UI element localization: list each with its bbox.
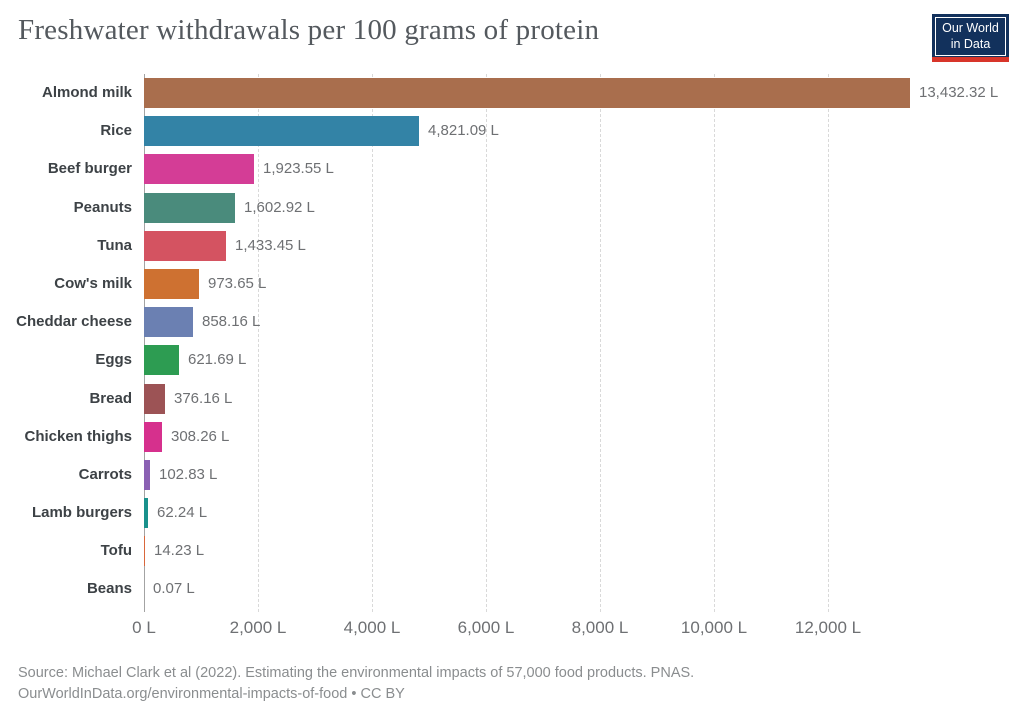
owid-logo-text: Our World in Data bbox=[935, 17, 1006, 56]
bar-track: 102.83 L bbox=[144, 456, 1024, 494]
bar-row: Eggs 621.69 L bbox=[0, 341, 1024, 379]
axis-zero-line bbox=[144, 74, 145, 612]
bar bbox=[144, 383, 165, 414]
value-label: 1,602.92 L bbox=[244, 198, 315, 216]
bar-row: Rice 4,821.09 L bbox=[0, 112, 1024, 150]
bar-track: 308.26 L bbox=[144, 418, 1024, 456]
value-label: 62.24 L bbox=[157, 504, 208, 522]
bar-row: Chicken thighs 308.26 L bbox=[0, 418, 1024, 456]
gridline bbox=[486, 74, 487, 612]
x-tick-label: 0 L bbox=[132, 618, 156, 637]
x-tick-label: 4,000 L bbox=[343, 618, 401, 637]
x-tick-label: 8,000 L bbox=[571, 618, 629, 637]
bar-row: Tofu 14.23 L bbox=[0, 532, 1024, 570]
bar-row: Lamb burgers 62.24 L bbox=[0, 494, 1024, 532]
bar-track: 14.23 L bbox=[144, 532, 1024, 570]
bar-row: Beans 0.07 L bbox=[0, 570, 1024, 608]
owid-logo-line2: in Data bbox=[950, 36, 991, 51]
bar-row: Cheddar cheese 858.16 L bbox=[0, 303, 1024, 341]
value-label: 376.16 L bbox=[174, 389, 233, 407]
x-tick-label: 2,000 L bbox=[229, 618, 287, 637]
category-label: Cow's milk bbox=[54, 274, 132, 292]
bar-row: Bread 376.16 L bbox=[0, 380, 1024, 418]
gridline bbox=[600, 74, 601, 612]
bar bbox=[144, 268, 199, 299]
owid-logo: Our World in Data bbox=[932, 14, 1009, 62]
source-line1: Source: Michael Clark et al (2022). Esti… bbox=[18, 665, 695, 681]
bar-row: Cow's milk 973.65 L bbox=[0, 265, 1024, 303]
category-label: Beef burger bbox=[47, 160, 132, 178]
value-label: 102.83 L bbox=[159, 465, 218, 483]
bar-track: 1,433.45 L bbox=[144, 227, 1024, 265]
category-label: Lamb burgers bbox=[31, 504, 132, 522]
plot-gridlines bbox=[144, 74, 964, 612]
bar bbox=[144, 307, 193, 338]
value-label: 0.07 L bbox=[153, 580, 195, 598]
x-tick-label: 6,000 L bbox=[457, 618, 515, 637]
category-label: Bread bbox=[89, 389, 132, 407]
category-label: Tuna bbox=[97, 236, 132, 254]
bar-track: 62.24 L bbox=[144, 494, 1024, 532]
bar bbox=[144, 192, 235, 223]
value-label: 1,923.55 L bbox=[263, 160, 334, 178]
chart-title: Freshwater withdrawals per 100 grams of … bbox=[18, 14, 600, 46]
bar bbox=[144, 154, 254, 185]
bar-row: Beef burger 1,923.55 L bbox=[0, 150, 1024, 188]
bar-track: 13,432.32 L bbox=[144, 74, 1024, 112]
owid-logo-redbar bbox=[932, 57, 1009, 62]
bar bbox=[144, 536, 145, 567]
bar bbox=[144, 421, 162, 452]
source-line2: OurWorldInData.org/environmental-impacts… bbox=[18, 686, 405, 703]
gridline bbox=[372, 74, 373, 612]
value-label: 4,821.09 L bbox=[428, 122, 499, 140]
bar bbox=[144, 230, 226, 261]
bar bbox=[144, 78, 910, 108]
category-label: Eggs bbox=[95, 351, 132, 369]
category-label: Almond milk bbox=[41, 84, 132, 101]
bar bbox=[144, 459, 150, 490]
owid-logo-line1: Our World bbox=[942, 20, 999, 35]
value-label: 973.65 L bbox=[208, 274, 267, 292]
value-label: 858.16 L bbox=[202, 313, 261, 331]
bar-track: 858.16 L bbox=[144, 303, 1024, 341]
category-label: Beans bbox=[86, 580, 132, 598]
value-label: 1,433.45 L bbox=[235, 236, 306, 254]
value-label: 14.23 L bbox=[154, 542, 205, 560]
gridline bbox=[714, 74, 715, 612]
bar-row: Tuna 1,433.45 L bbox=[0, 227, 1024, 265]
bar-track: 621.69 L bbox=[144, 341, 1024, 379]
bar-rows-container: Almond milk 13,432.32 L Rice 4,821.09 L Beef… bbox=[0, 74, 1024, 609]
value-label: 308.26 L bbox=[171, 427, 230, 445]
value-label: 621.69 L bbox=[188, 351, 247, 369]
bar-track: 4,821.09 L bbox=[144, 112, 1024, 150]
gridline bbox=[828, 74, 829, 612]
bar-track: 973.65 L bbox=[144, 265, 1024, 303]
bar-row: Almond milk 13,432.32 L bbox=[0, 74, 1024, 112]
bar-track: 1,923.55 L bbox=[144, 150, 1024, 188]
bar-track: 1,602.92 L bbox=[144, 189, 1024, 227]
x-axis: 0 L 2,000 L 4,000 L 6,000 L 8,000 L 10,000 L 1… bbox=[132, 618, 964, 644]
category-label: Peanuts bbox=[73, 198, 132, 216]
bar-track: 0.07 L bbox=[144, 570, 1024, 608]
bar-row: Peanuts 1,602.92 L bbox=[0, 189, 1024, 227]
x-tick-label: 12,000 L bbox=[794, 618, 862, 637]
category-label: Cheddar cheese bbox=[16, 313, 132, 331]
category-label: Tofu bbox=[100, 542, 132, 560]
category-label: Chicken thighs bbox=[24, 427, 132, 445]
bar bbox=[144, 116, 419, 147]
value-label: 13,432.32 L bbox=[919, 84, 999, 101]
bar bbox=[144, 345, 179, 376]
category-label: Rice bbox=[100, 122, 132, 140]
category-label: Carrots bbox=[78, 465, 132, 483]
x-tick-label: 10,000 L bbox=[680, 618, 748, 637]
bar bbox=[144, 498, 148, 529]
gridline bbox=[258, 74, 259, 612]
bar-track: 376.16 L bbox=[144, 380, 1024, 418]
bar-row: Carrots 102.83 L bbox=[0, 456, 1024, 494]
source-note: Source: Michael Clark et al (2022). Esti… bbox=[18, 663, 798, 705]
